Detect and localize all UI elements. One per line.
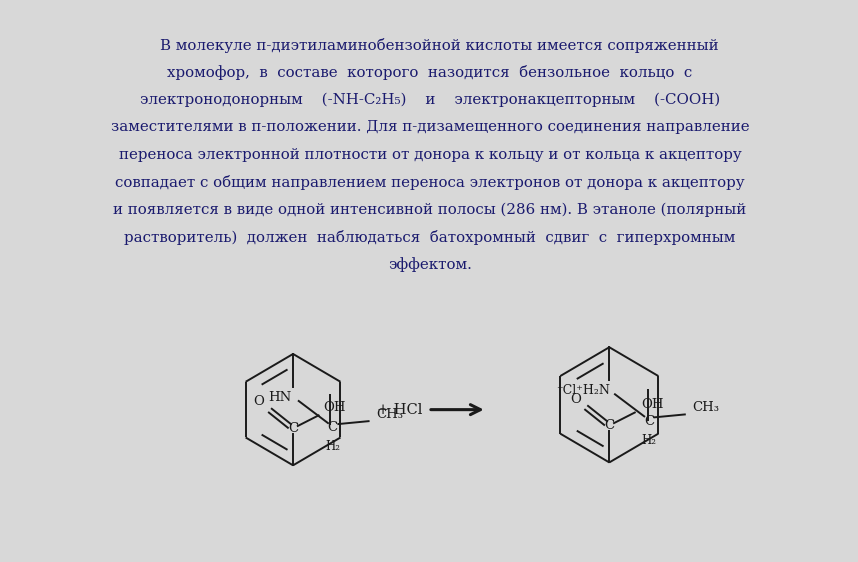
Text: OH: OH xyxy=(323,401,346,414)
Text: ⁻Cl⁺H₂N: ⁻Cl⁺H₂N xyxy=(556,384,610,397)
Text: В молекуле п-диэтиламинобензойной кислоты имеется сопряженный: В молекуле п-диэтиламинобензойной кислот… xyxy=(141,38,719,53)
Text: H₂: H₂ xyxy=(642,434,656,447)
Text: O: O xyxy=(254,396,264,409)
Text: C: C xyxy=(288,422,298,436)
Text: электронодонорным    (-NH-C₂H₅)    и    электронакцепторным    (-COOH): электронодонорным (-NH-C₂H₅) и электрона… xyxy=(140,93,720,107)
Text: OH: OH xyxy=(642,398,664,411)
Text: переноса электронной плотности от донора к кольцу и от кольца к акцептору: переноса электронной плотности от донора… xyxy=(118,148,741,161)
Text: CH₃: CH₃ xyxy=(376,408,403,421)
Text: CH₃: CH₃ xyxy=(692,401,719,414)
Text: заместителями в п-положении. Для п-дизамещенного соединения направление: заместителями в п-положении. Для п-дизам… xyxy=(111,120,749,134)
Text: и появляется в виде одной интенсивной полосы (286 нм). В этаноле (полярный: и появляется в виде одной интенсивной по… xyxy=(113,202,746,217)
Text: + HCl: + HCl xyxy=(377,402,422,416)
Text: C: C xyxy=(604,419,614,433)
Text: совпадает с общим направлением переноса электронов от донора к акцептору: совпадает с общим направлением переноса … xyxy=(115,175,745,190)
Text: O: O xyxy=(570,393,581,406)
Text: HN: HN xyxy=(269,391,292,404)
Text: C: C xyxy=(328,422,338,434)
Text: C: C xyxy=(644,415,654,428)
Text: растворитель)  должен  наблюдаться  батохромный  сдвиг  с  гиперхромным: растворитель) должен наблюдаться батохро… xyxy=(124,230,735,244)
Text: эффектом.: эффектом. xyxy=(388,257,472,272)
Text: хромофор,  в  составе  которого  назодится  бензольное  кольцо  с: хромофор, в составе которого назодится б… xyxy=(167,66,692,80)
Text: H₂: H₂ xyxy=(325,441,341,454)
